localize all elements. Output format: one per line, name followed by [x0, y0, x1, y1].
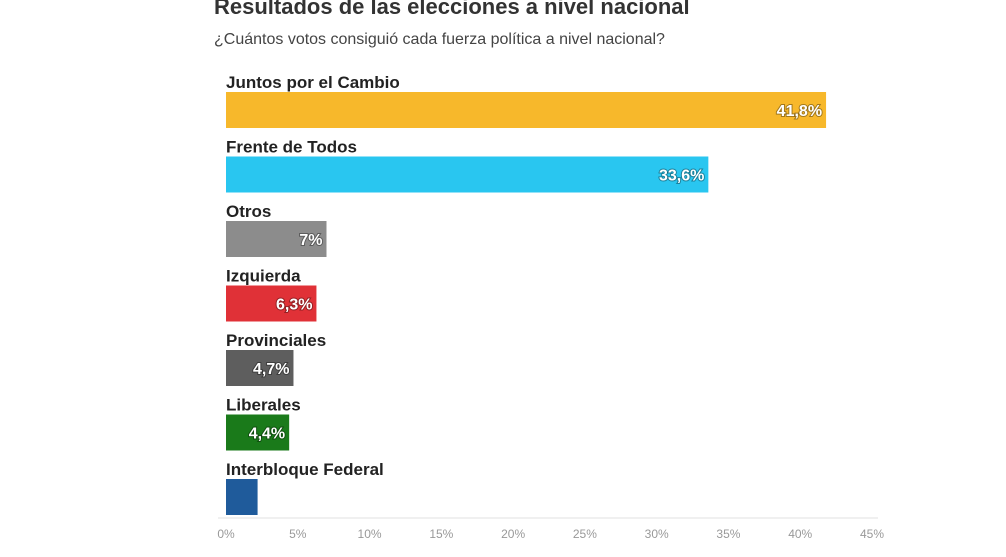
bar	[226, 479, 258, 515]
bar	[226, 156, 709, 193]
bar-category-label: Izquierda	[226, 267, 301, 286]
bar-category-label: Liberales	[226, 396, 301, 415]
bar-value-label: 6,3%	[276, 297, 312, 314]
bar-value-label: 33,6%	[659, 168, 704, 185]
bar-category-label: Frente de Todos	[226, 138, 357, 157]
bar-category-label: Interbloque Federal	[226, 460, 384, 479]
x-tick-label: 25%	[573, 527, 597, 541]
bar-category-label: Provinciales	[226, 331, 326, 350]
x-tick-label: 15%	[429, 527, 453, 541]
x-tick-label: 0%	[217, 527, 235, 541]
bar	[226, 414, 290, 451]
x-tick-label: 45%	[860, 527, 884, 541]
bar	[226, 221, 327, 257]
bar-value-label: 7%	[299, 232, 322, 249]
chart-subtitle: ¿Cuántos votos consiguió cada fuerza pol…	[214, 31, 665, 48]
x-tick-label: 35%	[716, 527, 740, 541]
x-tick-label: 40%	[788, 527, 812, 541]
bar-value-label: 41,8%	[777, 103, 822, 120]
bar-category-label: Otros	[226, 202, 271, 221]
bar-value-label: 4,4%	[249, 426, 285, 443]
bar-value-label: 4,7%	[253, 361, 289, 378]
bar	[226, 92, 827, 128]
chart-title: Resultados de las elecciones a nivel nac…	[214, 0, 690, 19]
bar	[226, 350, 294, 386]
x-tick-label: 5%	[289, 527, 307, 541]
x-tick-label: 20%	[501, 527, 525, 541]
x-tick-label: 30%	[645, 527, 669, 541]
x-tick-label: 10%	[358, 527, 382, 541]
bar	[226, 285, 317, 322]
bar-category-label: Juntos por el Cambio	[226, 73, 400, 92]
